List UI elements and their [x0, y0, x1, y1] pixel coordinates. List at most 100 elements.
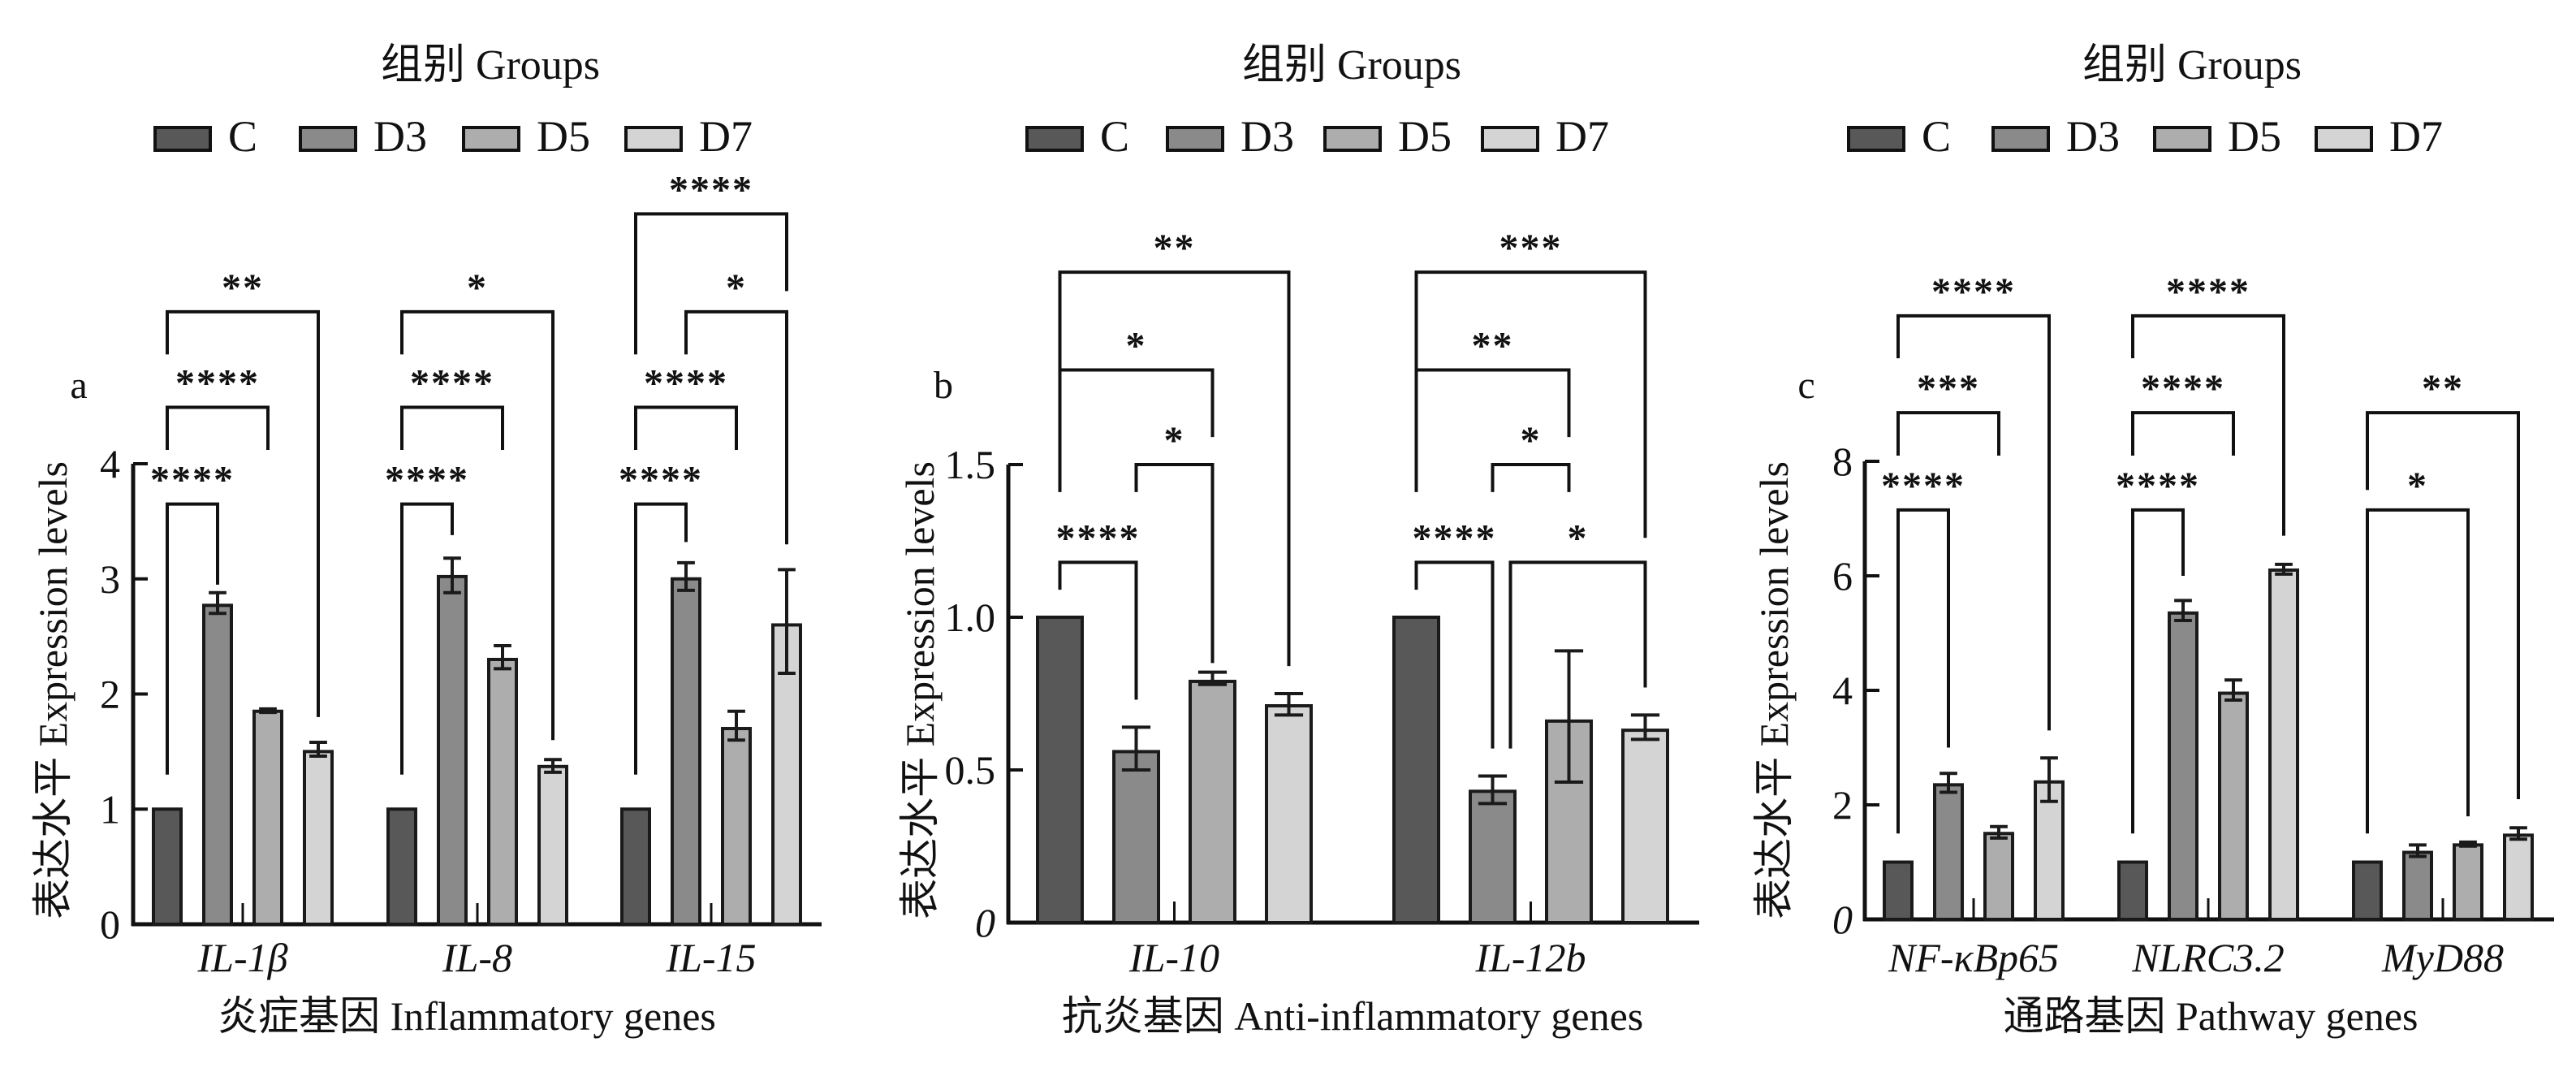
legend-label-d3: D3 [373, 112, 427, 161]
x-category-label: IL-10 [1128, 935, 1219, 980]
significance-label: * [1568, 517, 1589, 560]
legend-label-c: C [228, 112, 257, 161]
bar-d3 [1112, 750, 1160, 924]
bar-c [2352, 860, 2383, 921]
legend-swatch-d7 [1481, 126, 1539, 152]
bar-d3 [437, 574, 468, 926]
x-axis-label: 抗炎基因 Anti-inflammatory genes [1062, 993, 1644, 1039]
significance-label: * [1164, 419, 1185, 462]
legend-label-d7: D7 [1556, 112, 1609, 161]
significance-label: ** [1154, 227, 1196, 270]
y-tick-label: 4 [100, 441, 120, 486]
y-axis-label: 表达水平 Expression levels [897, 461, 943, 919]
panel-letter: b [934, 364, 953, 407]
y-tick-label: 6 [1832, 553, 1853, 599]
significance-bracket [1896, 411, 2000, 456]
bar-c [152, 807, 183, 926]
significance-bracket [1896, 508, 1950, 834]
bar-d7 [537, 764, 568, 926]
significance-bracket [2366, 508, 2470, 834]
legend-swatch-c [1847, 126, 1905, 152]
significance-label: * [1521, 419, 1542, 462]
significance-bracket [634, 405, 738, 450]
bar-c [2117, 860, 2148, 921]
bar-d7 [303, 750, 334, 926]
significance-label: *** [1917, 367, 1980, 410]
bar-c [1036, 616, 1084, 924]
legend-label-d7: D7 [699, 112, 753, 161]
legend-swatch-d5 [462, 126, 520, 152]
x-category-label: MyD88 [2381, 935, 2504, 980]
significance-label: ** [1472, 324, 1514, 367]
significance-label: **** [175, 362, 260, 405]
bar-c [620, 807, 651, 926]
x-category-label: IL-8 [442, 935, 512, 980]
legend-label-d7: D7 [2389, 112, 2443, 161]
significance-label: **** [410, 362, 494, 405]
significance-bracket [400, 405, 504, 450]
x-category-label: IL-1β [196, 935, 287, 980]
legend-swatch-d5 [1323, 126, 1382, 152]
bar-d3 [2168, 611, 2198, 921]
bar-d3 [1469, 789, 1517, 924]
y-tick-label: 8 [1832, 439, 1853, 484]
significance-bracket [1058, 270, 1291, 667]
legend-title: 组别 Groups [1242, 42, 1461, 89]
bar-d5 [1189, 679, 1236, 925]
y-tick-label: 0 [100, 902, 120, 947]
bar-c [1883, 860, 1914, 921]
significance-bracket [2131, 508, 2185, 834]
significance-label: **** [1056, 517, 1141, 560]
legend-label-d3: D3 [2066, 112, 2120, 161]
y-tick-label: 0 [1832, 897, 1853, 942]
panel-letter: c [1797, 364, 1814, 407]
bar-d5 [487, 657, 518, 926]
legend-label-d5: D5 [537, 112, 590, 161]
legend-swatch-d7 [624, 126, 683, 152]
x-category-label: IL-12b [1474, 935, 1586, 980]
bar-d5 [2218, 691, 2249, 922]
x-axis-label: 通路基因 Pathway genes [2003, 993, 2418, 1039]
bar-d3 [671, 577, 701, 926]
legend-swatch-c [1025, 126, 1084, 152]
significance-bracket [400, 502, 454, 775]
legend-label-d5: D5 [1398, 112, 1452, 161]
significance-bracket [2131, 411, 2235, 456]
y-tick-label: 1.5 [945, 442, 996, 487]
significance-label: **** [1413, 517, 1497, 560]
legend-label-c: C [1922, 112, 1951, 161]
significance-bracket [1491, 463, 1571, 492]
significance-label: **** [2116, 465, 2200, 508]
significance-label: * [726, 266, 747, 309]
significance-label: **** [150, 459, 235, 502]
significance-bracket [2366, 411, 2520, 799]
significance-label: *** [1499, 227, 1563, 270]
legend-label-c: C [1100, 112, 1129, 161]
bar-d3 [1933, 783, 1964, 922]
y-tick-label: 0 [975, 900, 995, 945]
bar-d5 [252, 709, 283, 926]
panel-c: 组别 Groups c 表达水平 Expression levels 通路基因 … [1751, 42, 2554, 1039]
bar-c [386, 807, 417, 926]
y-tick-label: 2 [1832, 782, 1853, 828]
significance-label: **** [669, 168, 753, 211]
bar-d5 [2453, 843, 2483, 921]
bar-d3 [202, 603, 233, 926]
x-category-label: NF-κBp65 [1888, 935, 2059, 980]
significance-label: ** [2422, 367, 2464, 410]
significance-label: **** [385, 459, 469, 502]
y-tick-label: 2 [100, 672, 120, 717]
x-category-label: NLRC3.2 [2131, 935, 2285, 980]
y-tick-label: 4 [1832, 668, 1853, 713]
significance-bracket [2131, 313, 2285, 536]
significance-bracket [166, 309, 320, 717]
significance-bracket [1414, 368, 1571, 492]
significance-label: **** [1881, 465, 1965, 508]
legend-swatch-d3 [1991, 126, 2050, 152]
bar-d7 [2034, 780, 2065, 921]
significance-bracket [634, 212, 788, 355]
significance-bracket [1058, 560, 1138, 700]
significance-bracket [1414, 270, 1647, 538]
significance-label: * [1126, 324, 1147, 367]
